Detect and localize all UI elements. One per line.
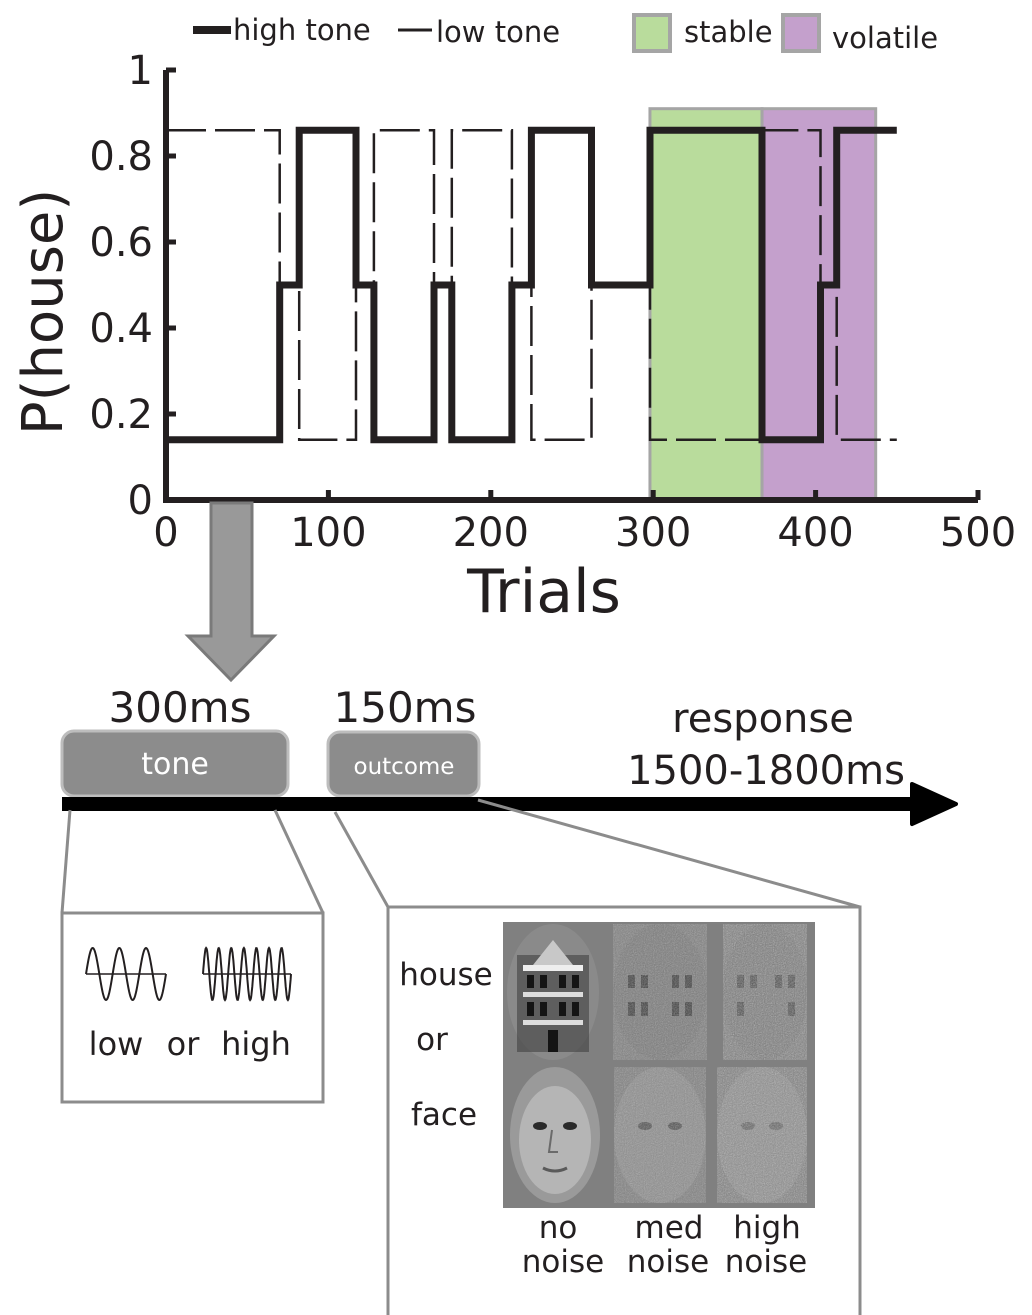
no-noise-label-line1: no — [539, 1210, 578, 1246]
legend-high-tone-label: high tone — [233, 13, 371, 47]
series-group — [166, 126, 897, 444]
house-label: house — [399, 957, 492, 993]
tone-box — [60, 729, 290, 798]
response-label: response — [672, 696, 854, 742]
y-tick-labels: 0 0.2 0.4 0.6 0.8 1 — [89, 48, 153, 524]
response-duration: 1500-1800ms — [627, 748, 905, 794]
x-tick-label: 100 — [290, 510, 366, 556]
x-tick-label: 400 — [777, 510, 853, 556]
legend-stable-swatch — [632, 13, 672, 53]
down-arrow-icon — [184, 501, 278, 683]
y-tick-label: 0.4 — [89, 306, 153, 352]
tone-box-label: tone — [141, 747, 209, 782]
tone-connector-right — [273, 809, 325, 914]
med-noise-label-line1: med — [635, 1210, 704, 1246]
legend-low-tone-label: low tone — [436, 15, 560, 49]
outcome-box — [326, 730, 481, 798]
x-tick-label: 0 — [153, 510, 178, 556]
outcome-connector-right — [477, 798, 861, 909]
tone-low-label: low — [89, 1025, 144, 1063]
legend-volatile-label: volatile — [832, 21, 938, 55]
tone-or-label: or — [167, 1025, 201, 1063]
tone-panel-box — [60, 911, 325, 1104]
y-tick-label: 0 — [128, 478, 153, 524]
x-axis-label: Trials — [466, 557, 621, 627]
x-tick-label: 300 — [615, 510, 691, 556]
y-tick-label: 1 — [128, 48, 153, 94]
no-noise-label-line2: noise — [522, 1244, 604, 1280]
high-noise-label-line2: noise — [725, 1244, 807, 1280]
y-axis-label: P(house) — [11, 189, 76, 435]
axes — [163, 67, 981, 503]
legend: high tone low tone stable volatile — [193, 13, 938, 55]
face-med-noise-image — [614, 1067, 706, 1203]
outcome-or-label: or — [416, 1022, 448, 1058]
y-tick-label: 0.6 — [89, 220, 153, 266]
tone-high-label: high — [221, 1025, 291, 1063]
high-noise-label-line1: high — [733, 1210, 801, 1246]
y-tick-label: 0.8 — [89, 134, 153, 180]
stable-region — [648, 107, 764, 502]
outcome-panel: house or face — [333, 798, 862, 1315]
house-high-noise-image — [723, 924, 807, 1060]
face-label: face — [411, 1097, 477, 1133]
face-high-noise-image — [717, 1067, 807, 1203]
high-tone-wave-icon — [202, 946, 292, 1002]
tone-connector-left — [60, 809, 72, 914]
house-med-noise-image — [613, 924, 707, 1060]
series-low-tone — [166, 128, 897, 442]
legend-volatile-swatch — [781, 13, 821, 53]
stimulus-grid — [503, 922, 815, 1208]
timeline-arrowhead-icon — [910, 782, 958, 826]
legend-stable-label: stable — [684, 15, 773, 49]
x-tick-label: 200 — [453, 510, 529, 556]
outcome-connector-left — [333, 811, 390, 908]
low-tone-wave-icon — [85, 946, 167, 1002]
tone-panel: low or high — [60, 809, 325, 1104]
face-no-noise-image — [510, 1067, 600, 1203]
x-tick-label: 500 — [940, 510, 1016, 556]
series-high-tone — [166, 126, 897, 444]
outcome-box-label: outcome — [354, 754, 455, 780]
outcome-duration: 150ms — [334, 683, 477, 732]
trial-timeline: 300ms 150ms response 1500-1800ms tone ou… — [60, 683, 958, 826]
med-noise-label-line2: noise — [627, 1244, 709, 1280]
x-tick-labels: 0 100 200 300 400 500 — [153, 510, 1016, 556]
house-no-noise-image — [507, 924, 599, 1060]
y-tick-label: 0.2 — [89, 392, 153, 438]
tone-duration: 300ms — [109, 683, 252, 732]
line-chart: 0 100 200 300 400 500 0 0.2 0.4 0.6 0.8 1 Trials P… — [11, 48, 1016, 627]
